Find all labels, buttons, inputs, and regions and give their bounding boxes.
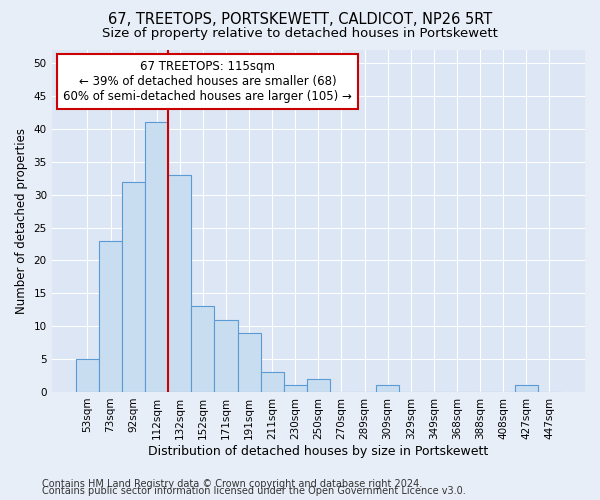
Bar — [145, 122, 168, 392]
Bar — [238, 333, 260, 392]
Bar — [515, 386, 538, 392]
Text: Size of property relative to detached houses in Portskewett: Size of property relative to detached ho… — [102, 28, 498, 40]
Bar — [284, 386, 307, 392]
Text: 67, TREETOPS, PORTSKEWETT, CALDICOT, NP26 5RT: 67, TREETOPS, PORTSKEWETT, CALDICOT, NP2… — [108, 12, 492, 28]
Bar — [191, 306, 214, 392]
Bar — [99, 240, 122, 392]
Bar — [260, 372, 284, 392]
Bar — [76, 359, 99, 392]
Bar — [307, 379, 330, 392]
Bar — [168, 175, 191, 392]
Text: Contains public sector information licensed under the Open Government Licence v3: Contains public sector information licen… — [42, 486, 466, 496]
Bar — [214, 320, 238, 392]
X-axis label: Distribution of detached houses by size in Portskewett: Distribution of detached houses by size … — [148, 444, 488, 458]
Bar — [376, 386, 399, 392]
Text: 67 TREETOPS: 115sqm
← 39% of detached houses are smaller (68)
60% of semi-detach: 67 TREETOPS: 115sqm ← 39% of detached ho… — [63, 60, 352, 103]
Text: Contains HM Land Registry data © Crown copyright and database right 2024.: Contains HM Land Registry data © Crown c… — [42, 479, 422, 489]
Y-axis label: Number of detached properties: Number of detached properties — [15, 128, 28, 314]
Bar — [122, 182, 145, 392]
